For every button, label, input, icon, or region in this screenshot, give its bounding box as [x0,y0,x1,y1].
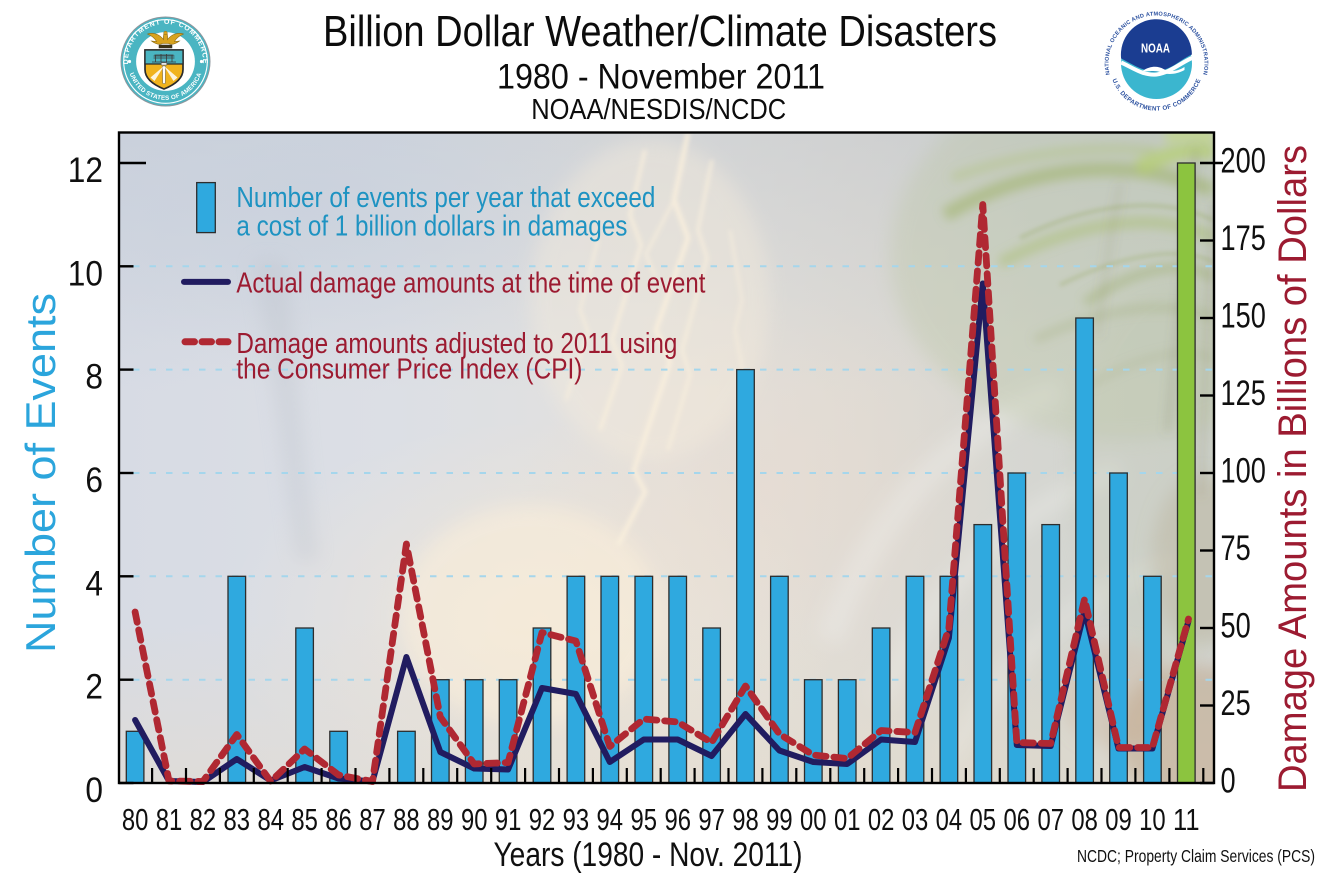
svg-text:02: 02 [868,802,895,837]
svg-text:2: 2 [85,668,103,707]
svg-text:Damage Amounts in Billions of: Damage Amounts in Billions of Dollars [1271,145,1315,792]
svg-text:89: 89 [427,802,454,837]
svg-text:92: 92 [529,802,556,837]
svg-text:08: 08 [1071,802,1098,837]
svg-text:01: 01 [834,802,861,837]
svg-text:10: 10 [1139,802,1166,837]
svg-text:83: 83 [224,802,251,837]
svg-text:NOAA/NESDIS/NCDC: NOAA/NESDIS/NCDC [531,94,786,126]
svg-text:Damage amounts adjusted to 201: Damage amounts adjusted to 2011 using [236,328,677,360]
svg-text:05: 05 [970,802,997,837]
svg-text:86: 86 [325,802,352,837]
svg-text:88: 88 [393,802,420,837]
svg-text:11: 11 [1173,802,1200,837]
svg-text:12: 12 [68,151,103,190]
svg-text:96: 96 [664,802,691,837]
svg-text:NOAA: NOAA [1141,42,1170,56]
svg-text:10: 10 [68,254,103,293]
svg-text:00: 00 [800,802,827,837]
svg-text:0: 0 [85,771,103,810]
svg-text:Number of events per year that: Number of events per year that exceed [236,182,655,214]
svg-text:the Consumer Price Index (CPI): the Consumer Price Index (CPI) [236,354,582,386]
svg-text:09: 09 [1105,802,1132,837]
svg-text:07: 07 [1037,802,1064,837]
svg-text:80: 80 [122,802,149,837]
svg-text:81: 81 [156,802,183,837]
svg-text:50: 50 [1221,607,1251,646]
svg-text:99: 99 [766,802,793,837]
svg-text:200: 200 [1221,142,1266,181]
svg-text:1980 - November 2011: 1980 - November 2011 [497,57,825,96]
svg-text:97: 97 [698,802,725,837]
svg-text:93: 93 [563,802,590,837]
svg-text:03: 03 [902,802,929,837]
svg-text:75: 75 [1221,529,1251,568]
svg-text:85: 85 [291,802,318,837]
svg-text:84: 84 [257,802,284,837]
svg-text:87: 87 [359,802,386,837]
svg-text:Years (1980 - Nov. 2011): Years (1980 - Nov. 2011) [494,836,803,874]
svg-text:Actual damage amounts at the t: Actual damage amounts at the time of eve… [236,267,705,299]
svg-text:a cost of 1 billion dollars in: a cost of 1 billion dollars in damages [236,211,627,243]
svg-text:150: 150 [1221,297,1266,336]
svg-text:04: 04 [936,802,963,837]
svg-text:6: 6 [85,461,103,500]
svg-text:100: 100 [1221,452,1266,491]
svg-text:94: 94 [597,802,624,837]
svg-text:25: 25 [1221,684,1251,723]
svg-text:95: 95 [631,802,658,837]
svg-text:0: 0 [1221,762,1236,801]
svg-text:98: 98 [732,802,759,837]
svg-text:91: 91 [495,802,522,837]
svg-text:Number of Events: Number of Events [17,293,64,653]
svg-text:125: 125 [1221,374,1266,413]
svg-text:4: 4 [85,564,103,603]
svg-text:82: 82 [190,802,217,837]
svg-text:175: 175 [1221,219,1266,258]
svg-text:NCDC; Property Claim Services: NCDC; Property Claim Services (PCS) [1077,846,1315,866]
svg-text:90: 90 [461,802,488,837]
svg-text:Billion Dollar Weather/Climate: Billion Dollar Weather/Climate Disasters [323,7,997,56]
svg-text:8: 8 [85,358,103,397]
svg-text:06: 06 [1004,802,1031,837]
